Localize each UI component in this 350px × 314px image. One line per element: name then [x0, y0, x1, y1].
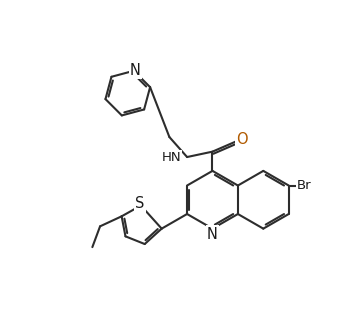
Text: Br: Br [297, 179, 312, 192]
Text: HN: HN [161, 151, 181, 164]
Text: N: N [130, 62, 141, 78]
Text: O: O [236, 132, 247, 147]
Text: S: S [135, 197, 145, 212]
Text: N: N [207, 226, 218, 241]
